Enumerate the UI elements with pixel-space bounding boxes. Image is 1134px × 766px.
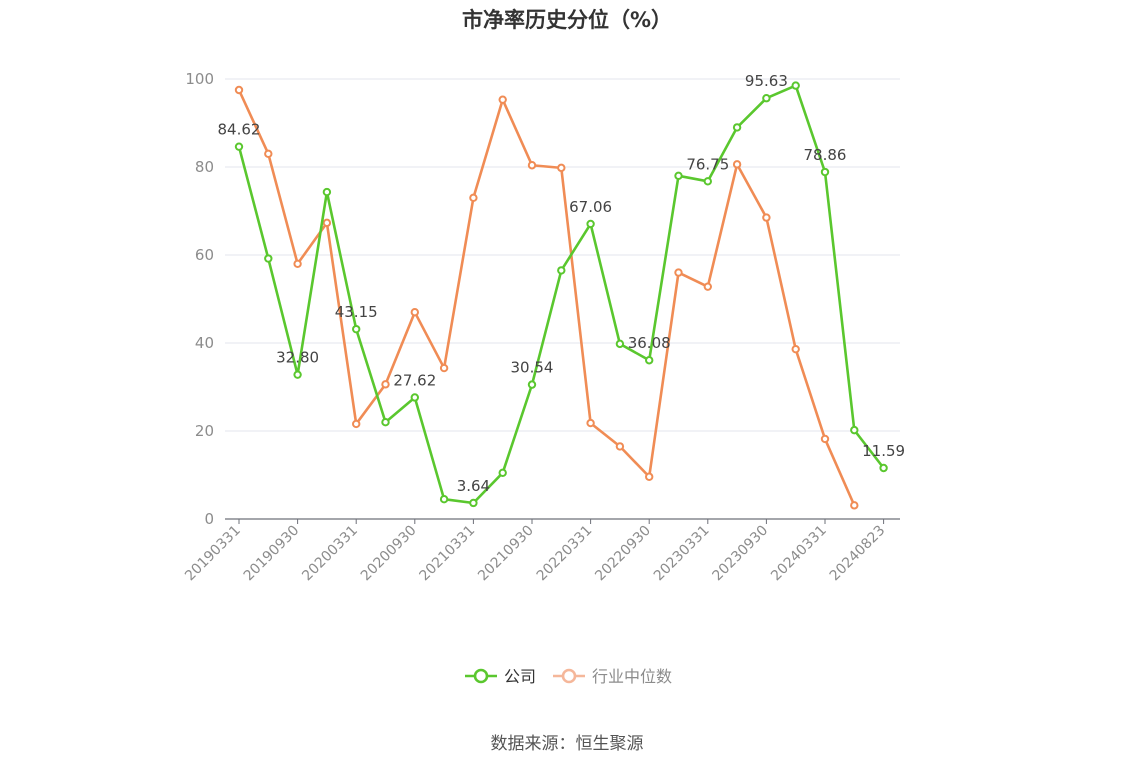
grid: 0 20 40 60 80 100 bbox=[185, 70, 900, 528]
data-point bbox=[850, 425, 859, 435]
data-point bbox=[615, 339, 625, 349]
data-point bbox=[586, 418, 595, 428]
x-tick-label: 20200930 bbox=[358, 523, 420, 585]
data-label: 11.59 bbox=[862, 442, 905, 460]
legend-item-industry-median: 行业中位数 bbox=[553, 667, 672, 686]
data-point bbox=[791, 344, 800, 354]
data-point bbox=[293, 370, 302, 379]
y-tick-label: 80 bbox=[195, 158, 214, 176]
data-point bbox=[674, 171, 683, 181]
data-point bbox=[762, 94, 771, 103]
data-point bbox=[732, 123, 742, 132]
data-label: 36.08 bbox=[628, 334, 671, 352]
y-tick-label: 0 bbox=[204, 510, 214, 528]
data-point bbox=[703, 282, 712, 291]
data-point bbox=[352, 324, 361, 334]
data-label: 3.64 bbox=[457, 477, 490, 495]
x-tick-label: 20240331 bbox=[768, 523, 830, 585]
data-point bbox=[469, 193, 478, 203]
x-tick-label: 20230930 bbox=[710, 523, 772, 585]
x-tick-label: 20190930 bbox=[241, 523, 303, 585]
data-point bbox=[469, 498, 478, 508]
data-label: 43.15 bbox=[335, 303, 378, 321]
series-line bbox=[237, 89, 856, 506]
data-point bbox=[850, 501, 859, 510]
series-industry-median bbox=[234, 85, 859, 510]
data-point bbox=[645, 472, 654, 481]
data-point bbox=[352, 419, 361, 429]
y-tick-label: 60 bbox=[195, 246, 214, 264]
x-tick-label: 20210331 bbox=[417, 523, 479, 585]
legend-label: 行业中位数 bbox=[592, 667, 672, 686]
data-point bbox=[264, 254, 273, 263]
x-tick-label: 20190331 bbox=[182, 523, 244, 585]
x-tick-label: 20240823 bbox=[827, 523, 889, 585]
data-point bbox=[645, 356, 654, 365]
chart-title: 市净率历史分位（%） bbox=[461, 8, 673, 32]
data-label: 84.62 bbox=[218, 121, 261, 139]
data-label: 32.80 bbox=[276, 349, 319, 367]
series-line bbox=[237, 84, 885, 505]
data-point bbox=[732, 160, 742, 169]
data-point bbox=[264, 149, 273, 159]
data-point bbox=[820, 167, 830, 177]
data-point bbox=[557, 266, 566, 275]
data-point bbox=[234, 142, 244, 151]
data-point bbox=[498, 468, 507, 477]
data-source-note: 数据来源：恒生聚源 bbox=[490, 734, 644, 754]
data-point bbox=[234, 85, 244, 95]
data-point bbox=[498, 95, 507, 104]
data-point bbox=[410, 393, 419, 402]
data-point bbox=[703, 177, 712, 186]
x-tick-label: 20220331 bbox=[534, 523, 596, 585]
y-tick-label: 40 bbox=[195, 334, 214, 352]
data-label: 67.06 bbox=[569, 198, 612, 216]
legend-item-company: 公司 bbox=[465, 667, 536, 686]
data-point bbox=[820, 434, 830, 444]
data-point bbox=[439, 495, 449, 504]
data-label: 78.86 bbox=[804, 146, 847, 164]
legend-label: 公司 bbox=[504, 667, 536, 686]
data-label: 95.63 bbox=[745, 72, 788, 90]
y-tick-label: 100 bbox=[185, 70, 214, 88]
x-tick-label: 20230331 bbox=[651, 523, 713, 585]
data-label: 27.62 bbox=[393, 371, 436, 389]
x-tick-label: 20200331 bbox=[299, 523, 361, 585]
x-axis-ticks: 2019033120190930202003312020093020210331… bbox=[182, 519, 888, 584]
series-company bbox=[234, 81, 888, 508]
data-point bbox=[557, 163, 566, 173]
x-tick-label: 20220930 bbox=[592, 523, 654, 585]
legend-swatch-marker bbox=[473, 668, 489, 684]
data-point bbox=[879, 463, 888, 473]
legend-swatch-marker bbox=[561, 668, 577, 684]
data-point bbox=[762, 213, 771, 222]
data-point bbox=[615, 442, 625, 451]
data-point bbox=[674, 268, 683, 277]
data-point bbox=[586, 219, 595, 229]
data-point bbox=[791, 81, 800, 90]
data-point bbox=[527, 380, 537, 389]
data-labels: 84.62 32.80 43.15 27.62 3.64 30.54 67.06 36.08 7… bbox=[218, 72, 906, 495]
data-label: 30.54 bbox=[511, 359, 554, 377]
data-label: 76.75 bbox=[686, 155, 729, 173]
data-point bbox=[410, 308, 419, 317]
data-point bbox=[527, 161, 537, 170]
data-point bbox=[322, 187, 332, 197]
x-tick-label: 20210930 bbox=[475, 523, 537, 585]
legend: 公司 行业中位数 bbox=[465, 667, 672, 686]
data-point bbox=[381, 418, 390, 427]
data-point bbox=[322, 218, 332, 228]
data-point bbox=[381, 380, 390, 389]
y-tick-label: 20 bbox=[195, 422, 214, 440]
data-point bbox=[293, 259, 302, 268]
data-point bbox=[439, 363, 449, 373]
